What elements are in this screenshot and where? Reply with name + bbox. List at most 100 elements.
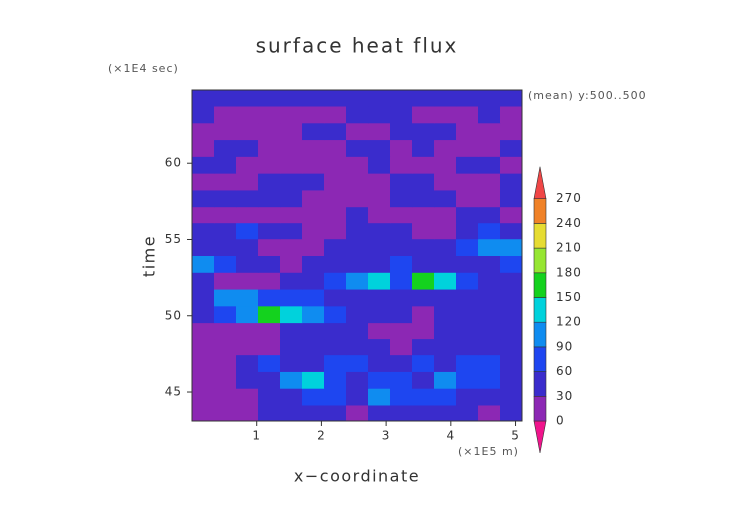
colorbar-band <box>533 346 547 372</box>
heatmap-cell <box>478 122 501 141</box>
heatmap-cell <box>390 371 413 389</box>
y-tick-label: 45 <box>165 385 182 399</box>
heatmap-cell <box>478 238 501 256</box>
heatmap-cell <box>214 139 237 157</box>
heatmap-cell <box>500 404 522 421</box>
heatmap-cell <box>500 322 522 340</box>
heatmap-cell <box>346 305 369 324</box>
heatmap-cell <box>434 371 457 389</box>
heatmap-cell <box>302 139 325 157</box>
heatmap-cell <box>368 139 391 157</box>
heatmap-cell <box>302 106 325 124</box>
heatmap-cell <box>236 222 259 240</box>
colorbar-band <box>533 272 547 298</box>
heatmap-cell <box>390 289 413 307</box>
heatmap-cell <box>258 289 281 307</box>
heatmap-cell <box>258 206 281 224</box>
heatmap-cell <box>192 354 215 372</box>
heatmap-cell <box>434 322 457 340</box>
heatmap-cell <box>368 122 391 141</box>
heatmap-cell <box>368 90 391 107</box>
heatmap-cell <box>192 404 215 421</box>
heatmap-cell <box>324 305 347 324</box>
heatmap-cell <box>236 238 259 256</box>
heatmap-cell <box>302 305 325 324</box>
heatmap-cell <box>324 255 347 273</box>
heatmap-cell <box>302 255 325 273</box>
heatmap-cells <box>192 90 522 421</box>
heatmap-cell <box>214 238 237 256</box>
heatmap-cell <box>258 371 281 389</box>
heatmap-cell <box>302 354 325 372</box>
heatmap-cell <box>236 354 259 372</box>
heatmap-cell <box>258 238 281 256</box>
heatmap-cell <box>368 322 391 340</box>
heatmap-cell <box>324 272 347 290</box>
heatmap-cell <box>478 139 501 157</box>
heatmap-cell <box>236 206 259 224</box>
heatmap-cell <box>478 272 501 290</box>
heatmap-cell <box>434 106 457 124</box>
heatmap-cell <box>192 305 215 324</box>
heatmap-cell <box>500 388 522 406</box>
heatmap-cell <box>346 173 369 191</box>
heatmap-cell <box>390 404 413 421</box>
heatmap-cell <box>412 371 435 389</box>
heatmap-cell <box>236 139 259 157</box>
heatmap-cell <box>302 338 325 356</box>
heatmap-cell <box>412 354 435 372</box>
heatmap-cell <box>478 404 501 421</box>
heatmap-cell <box>324 354 347 372</box>
heatmap-cell <box>346 156 369 174</box>
x-tick-label: 1 <box>252 429 261 443</box>
heatmap-cell <box>280 388 303 406</box>
heatmap-cell <box>412 122 435 141</box>
heatmap-cell <box>500 156 522 174</box>
heatmap-cell <box>368 305 391 324</box>
heatmap-cell <box>390 189 413 208</box>
heatmap-cell <box>214 388 237 406</box>
heatmap-cell <box>500 173 522 191</box>
heatmap-cell <box>258 272 281 290</box>
heatmap-cell <box>280 305 303 324</box>
heatmap-cell <box>346 139 369 157</box>
heatmap-cell <box>456 404 479 421</box>
heatmap-cell <box>434 255 457 273</box>
heatmap-cell <box>236 122 259 141</box>
heatmap-cell <box>456 139 479 157</box>
heatmap-cell <box>412 106 435 124</box>
heatmap-cell <box>346 122 369 141</box>
heatmap-cell <box>346 106 369 124</box>
heatmap-cell <box>412 404 435 421</box>
heatmap-cell <box>302 173 325 191</box>
heatmap-cell <box>258 122 281 141</box>
heatmap-cell <box>478 289 501 307</box>
heatmap-cell <box>214 173 237 191</box>
heatmap-cell <box>500 238 522 256</box>
heatmap-cell <box>280 338 303 356</box>
heatmap-cell <box>368 173 391 191</box>
heatmap-cell <box>434 289 457 307</box>
heatmap-cell <box>214 272 237 290</box>
heatmap-cell <box>412 189 435 208</box>
heatmap-cell <box>412 388 435 406</box>
x-tick-label: 5 <box>511 429 520 443</box>
x-tick-label: 4 <box>447 429 456 443</box>
heatmap-cell <box>390 305 413 324</box>
heatmap-cell <box>258 90 281 107</box>
heatmap-cell <box>500 255 522 273</box>
heatmap-cell <box>500 189 522 208</box>
heatmap-cell <box>456 371 479 389</box>
heatmap-cell <box>412 272 435 290</box>
heatmap-cell <box>368 106 391 124</box>
heatmap-cell <box>280 139 303 157</box>
colorbar-label: 210 <box>556 241 582 255</box>
heatmap-cell <box>258 173 281 191</box>
heatmap-cell <box>280 322 303 340</box>
heatmap-cell <box>346 222 369 240</box>
heatmap-cell <box>214 338 237 356</box>
heatmap-cell <box>192 156 215 174</box>
heatmap-cell <box>346 238 369 256</box>
colorbar-label: 90 <box>556 339 573 353</box>
heatmap-cell <box>390 238 413 256</box>
